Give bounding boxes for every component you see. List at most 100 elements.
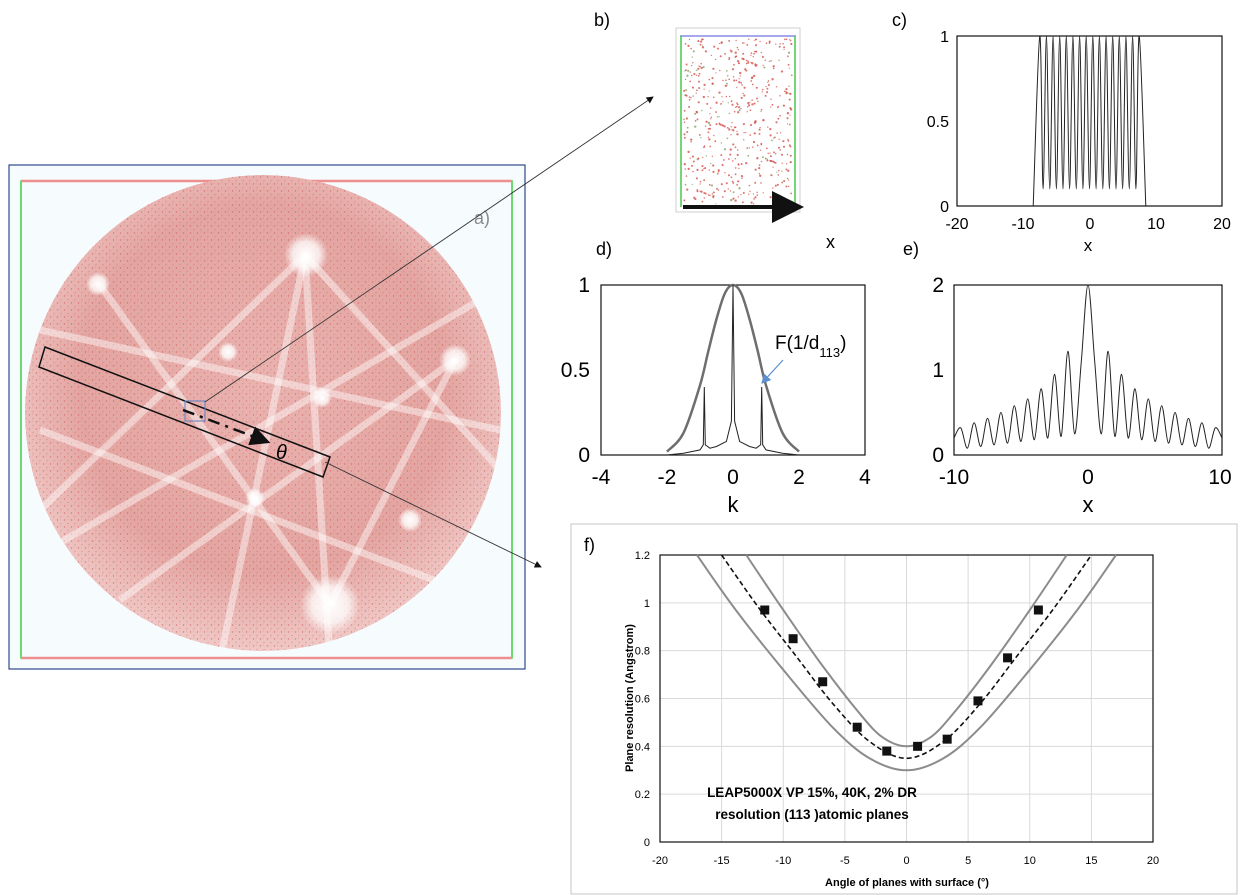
slice-atom <box>734 146 737 149</box>
slice-atom <box>691 164 693 167</box>
slice-atom <box>720 142 722 144</box>
plot-c-frame <box>956 35 1223 207</box>
slice-atom <box>702 38 704 41</box>
slice-atom <box>774 184 777 187</box>
slice-atom <box>736 59 740 63</box>
slice-atom <box>684 43 687 45</box>
slice-atom <box>767 80 770 82</box>
slice-atom <box>749 101 751 104</box>
slice-atom <box>687 167 690 171</box>
slice-atom <box>709 145 712 148</box>
slice-atom <box>743 131 745 134</box>
slice-atom <box>709 124 712 127</box>
slice-atom <box>761 88 764 91</box>
slice-atom <box>728 57 731 59</box>
slice-atom <box>789 114 791 116</box>
slice-atom <box>742 191 745 195</box>
slice-atom <box>690 138 693 141</box>
slice-atom <box>716 116 719 118</box>
slice-atom <box>721 196 724 198</box>
slice-atom <box>756 194 758 196</box>
slice-atom <box>726 137 729 140</box>
slice-atom <box>751 103 754 106</box>
slice-atom <box>771 139 773 142</box>
slice-atom <box>687 150 690 154</box>
slice-atom <box>710 116 713 118</box>
slice-atom <box>711 155 714 157</box>
slice-atom <box>742 92 744 95</box>
slice-atom <box>785 185 788 188</box>
plot-d-ytick: 1 <box>578 274 590 297</box>
slice-atom <box>782 140 785 143</box>
slice-atom <box>702 66 705 69</box>
panel-a-label: a) <box>474 208 490 228</box>
slice-atom <box>778 138 780 140</box>
slice-atom <box>766 159 769 162</box>
slice-atom <box>783 46 786 49</box>
plot-d-spectrum-line <box>666 284 800 456</box>
slice-atom <box>778 194 781 197</box>
slice-atom <box>691 74 693 77</box>
slice-atom <box>769 160 772 162</box>
slice-atom <box>711 77 714 80</box>
slice-atom <box>739 75 741 77</box>
slice-atom <box>784 38 786 41</box>
slice-atom <box>759 174 762 177</box>
plot-d-yticks: 1 0.5 0 <box>561 274 590 467</box>
slice-atom <box>714 58 717 61</box>
plot-c-ytick: 0.5 <box>927 114 949 131</box>
plot-d-xtick: -4 <box>592 466 611 489</box>
slice-atom <box>683 109 686 112</box>
slice-atom <box>789 154 792 157</box>
slice-atom <box>742 52 745 55</box>
plot-d-xtick: -2 <box>658 466 677 489</box>
slice-atom <box>693 72 696 76</box>
slice-atom <box>745 59 748 62</box>
slice-atom <box>725 79 727 81</box>
slice-atom <box>732 160 734 162</box>
slice-atom <box>745 62 748 65</box>
plot-f-ytick: 1 <box>644 598 650 610</box>
plot-f-xtick: 15 <box>1085 855 1097 867</box>
slice-atom <box>709 194 711 197</box>
plot-f-point <box>788 634 798 644</box>
slice-atom <box>707 194 710 196</box>
slice-atom <box>733 63 735 66</box>
slice-atom <box>747 61 750 64</box>
slice-atom <box>686 74 689 77</box>
slice-atom <box>715 101 718 104</box>
slice-atom <box>708 90 710 92</box>
slice-atom <box>777 169 780 172</box>
slice-atom <box>692 170 694 173</box>
slice-atom <box>716 172 719 175</box>
slice-atom <box>765 42 768 45</box>
plot-e-ytick: 2 <box>932 274 944 297</box>
plot-d-annotation: F(1/d113) <box>775 333 846 360</box>
slice-atom <box>770 174 773 177</box>
slice-atom <box>768 40 771 43</box>
slice-atom <box>725 70 728 72</box>
plot-e-ytick: 1 <box>932 359 944 382</box>
slice-atom <box>777 146 781 149</box>
slice-atom <box>767 81 769 83</box>
slice-atom <box>713 96 715 98</box>
slice-atom <box>771 78 774 81</box>
slice-atom <box>772 187 774 189</box>
slice-atom <box>696 189 698 191</box>
panel-a: θ a) <box>8 164 526 670</box>
plot-f-xtick: -5 <box>840 855 850 867</box>
slice-atom <box>697 80 700 83</box>
slice-atom <box>686 126 689 129</box>
slice-atom <box>790 74 793 77</box>
slice-atom <box>752 146 754 148</box>
plot-d-ytick: 0.5 <box>561 359 590 382</box>
slice-atom <box>694 120 697 122</box>
slice-atom <box>770 59 772 62</box>
slice-atom <box>687 44 690 48</box>
slice-atom <box>726 82 728 85</box>
slice-atom <box>745 69 748 72</box>
slice-atom <box>694 125 697 128</box>
slice-atom <box>755 50 758 53</box>
slice-atom <box>701 165 704 168</box>
plot-f-points <box>760 605 1043 756</box>
